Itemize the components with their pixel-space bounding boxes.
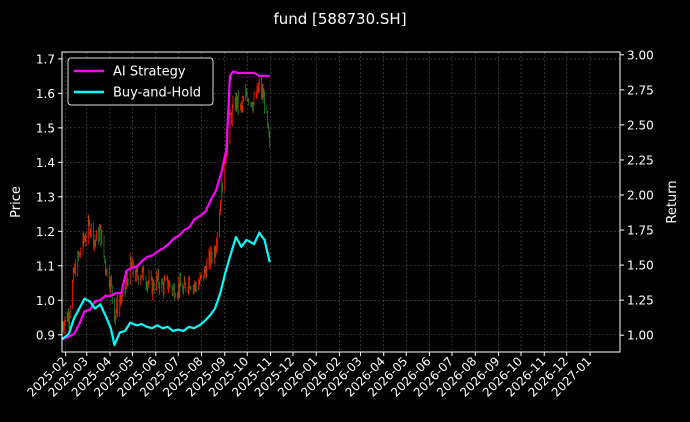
y-left-tick-label: 0.9 [36, 328, 55, 342]
y-left-tick-label: 1.5 [36, 121, 55, 135]
y-right-tick-label: 1.25 [627, 294, 654, 308]
legend: AI Strategy Buy-and-Hold [67, 57, 214, 106]
y-left-tick-label: 1.1 [36, 259, 55, 273]
return-lines [61, 70, 271, 347]
y-axis-right: 1.00 1.25 1.50 1.75 2.00 2.25 2.50 2.75 3.00 [620, 48, 654, 343]
y-right-tick-label: 2.00 [627, 188, 654, 202]
price-candles [61, 76, 271, 335]
y-left-tick-label: 1.6 [36, 87, 55, 101]
y-left-tick-label: 1.2 [36, 225, 55, 239]
legend-box [67, 57, 214, 106]
y-axis-right-label: Return [665, 180, 680, 223]
y-right-tick-label: 1.75 [627, 224, 654, 238]
y-axis-left-label: Price [9, 186, 24, 218]
y-axis-left: 0.9 1.0 1.1 1.2 1.3 1.4 1.5 1.6 1.7 [36, 52, 62, 342]
legend-label-ai-strategy: AI Strategy [113, 65, 186, 80]
y-right-tick-label: 1.50 [627, 259, 654, 273]
y-right-tick-label: 2.50 [627, 118, 654, 132]
y-left-tick-label: 1.0 [36, 294, 55, 308]
y-right-tick-label: 2.75 [627, 83, 654, 97]
y-left-tick-label: 1.4 [36, 156, 55, 170]
y-right-tick-label: 2.25 [627, 153, 654, 167]
legend-label-buy-and-hold: Buy-and-Hold [113, 86, 201, 101]
y-right-tick-label: 3.00 [627, 48, 654, 62]
buy-and-hold-line [61, 231, 271, 347]
y-left-tick-label: 1.7 [36, 52, 55, 66]
y-right-tick-label: 1.00 [627, 329, 654, 343]
ai-strategy-line [61, 70, 270, 341]
y-left-tick-label: 1.3 [36, 190, 55, 204]
plot-frame [61, 51, 621, 353]
chart-title: fund [588730.SH] [273, 10, 406, 28]
